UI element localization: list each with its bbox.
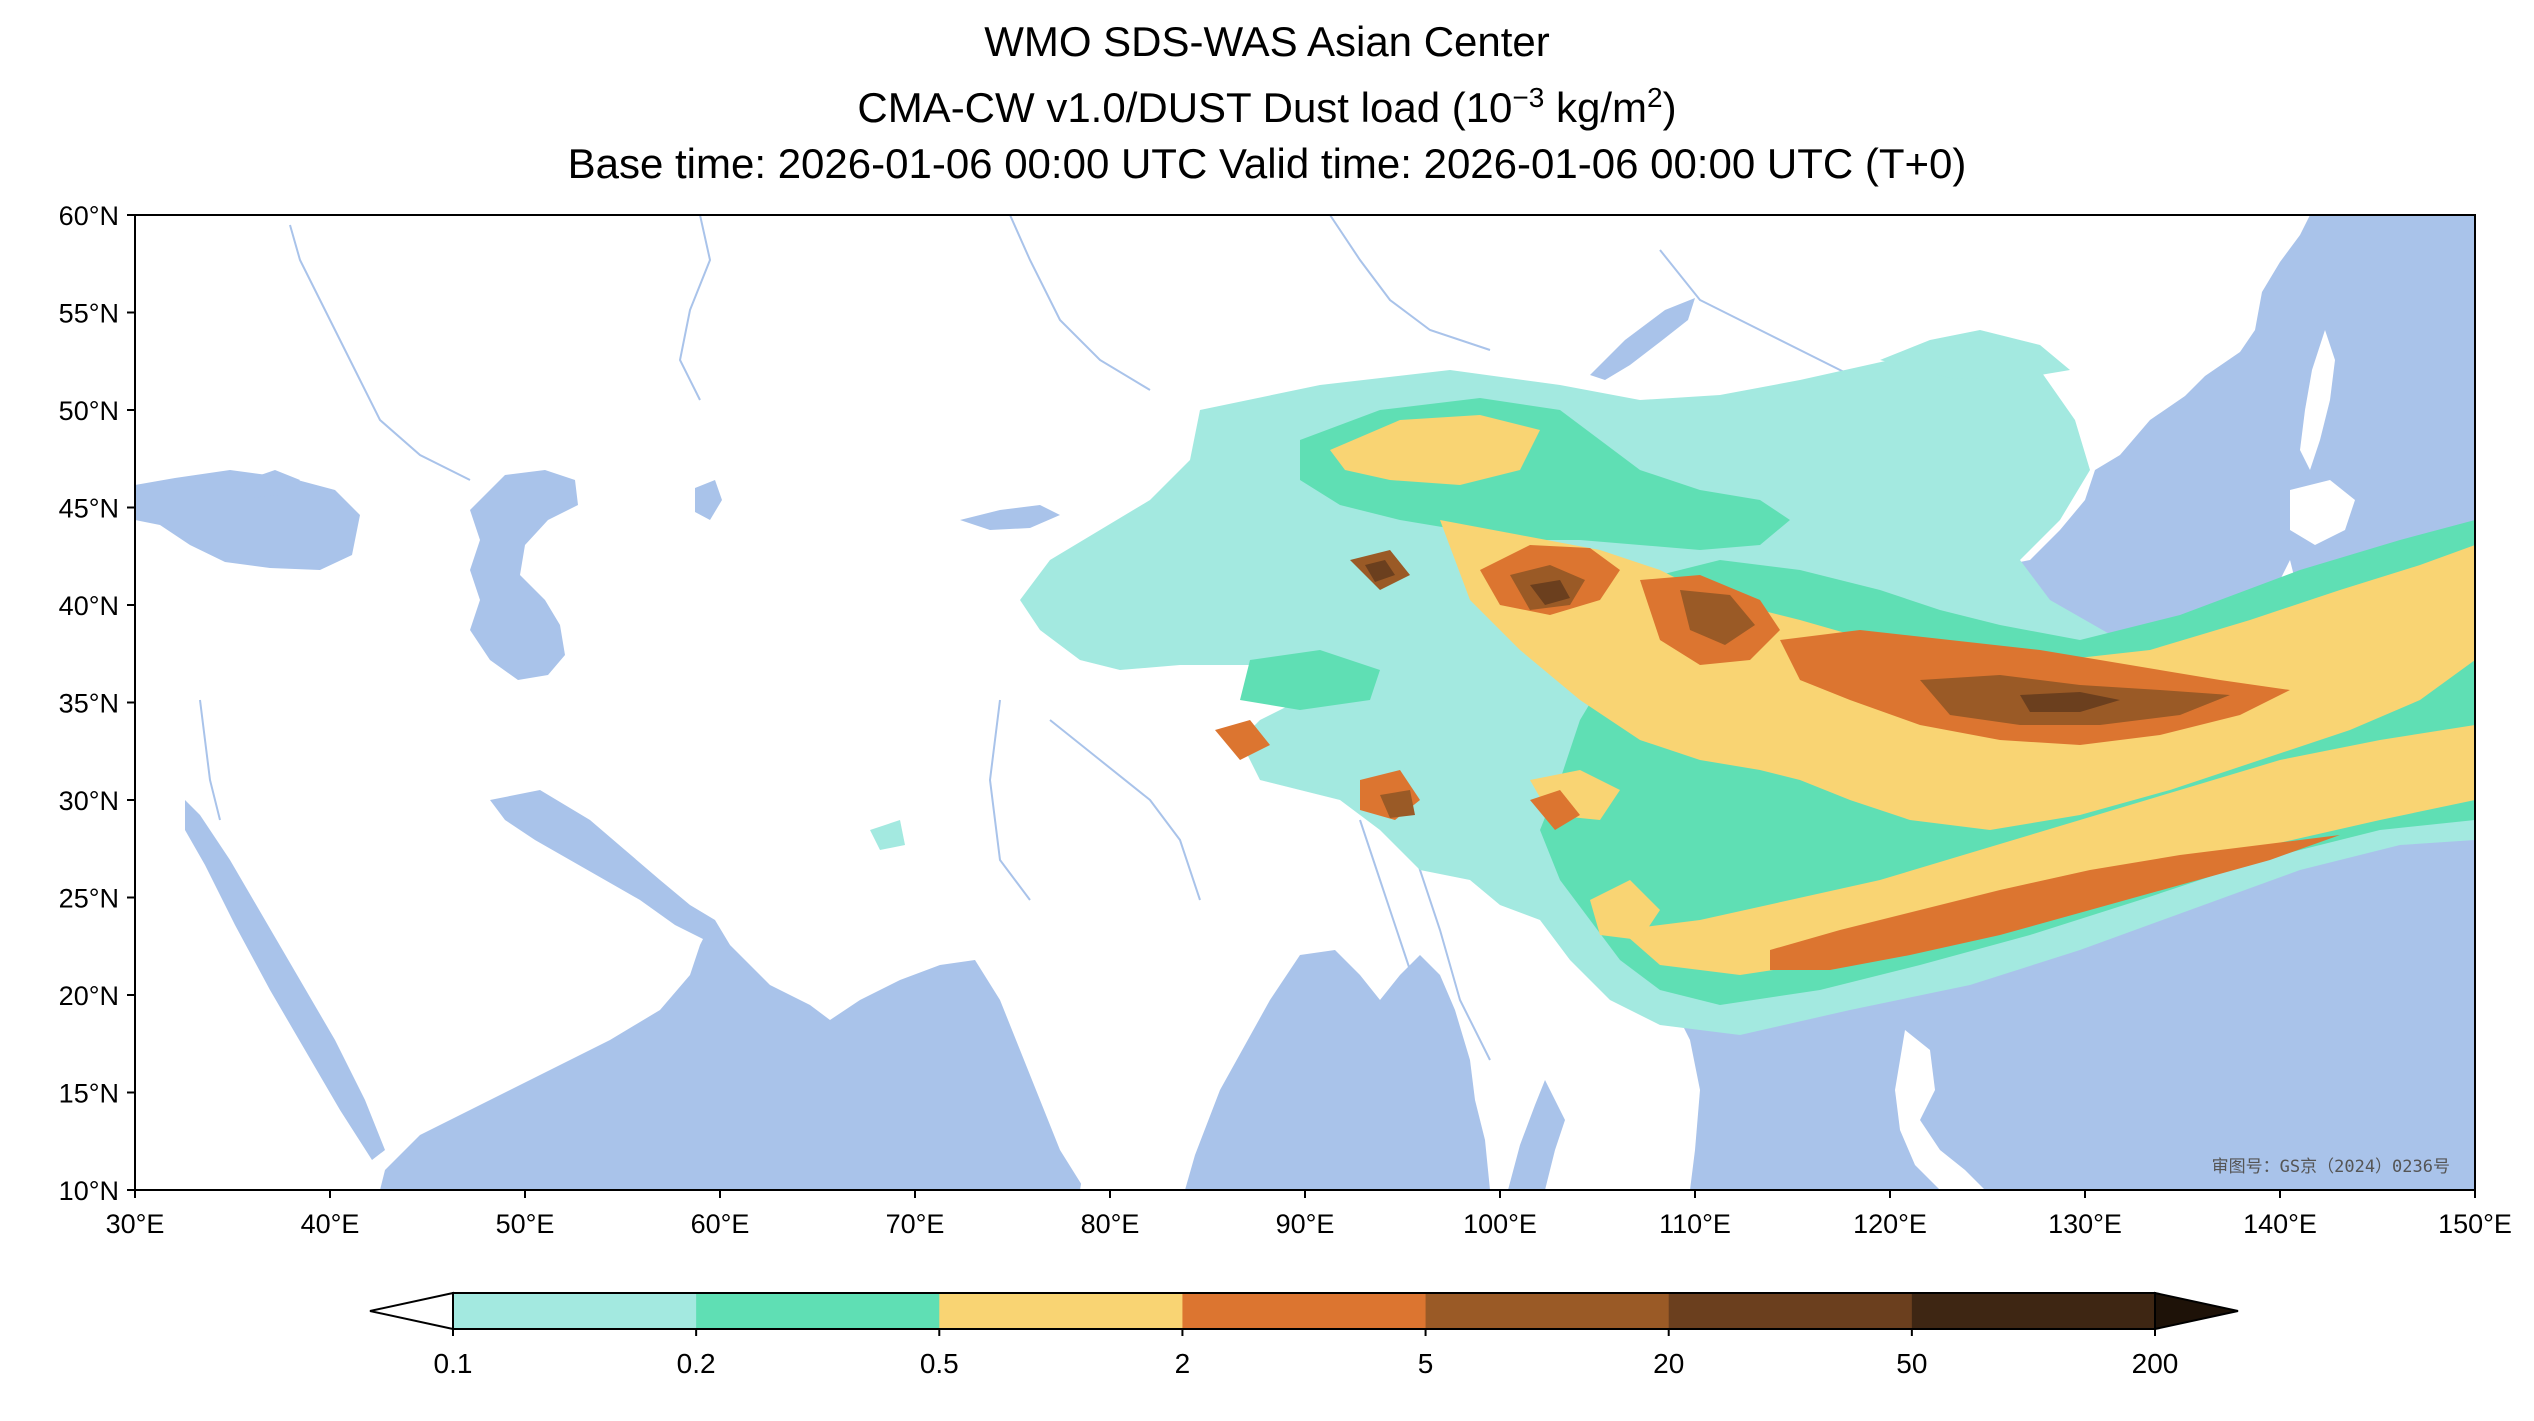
map-subtitle: CMA-CW v1.0/DUST Dust load (10−3 kg/m2) <box>0 70 2534 136</box>
approval-number: 审图号：GS京（2024）0236号 <box>2212 1157 2450 1177</box>
colorbar-label: 5 <box>1418 1348 1434 1379</box>
lat-tick-label: 30°N <box>59 786 119 816</box>
island-hokkaido <box>2290 480 2355 545</box>
island-sri-lanka <box>1080 1160 1100 1190</box>
subtitle-prefix: CMA-CW v1.0/DUST Dust load (10 <box>857 84 1513 131</box>
colorbar-segment <box>1182 1293 1427 1329</box>
colorbar-label: 0.5 <box>920 1348 959 1379</box>
colorbar-segment <box>1425 1293 1670 1329</box>
lon-tick-label: 120°E <box>1853 1209 1927 1239</box>
lon-tick-label: 150°E <box>2438 1209 2512 1239</box>
lat-tick-label: 35°N <box>59 689 119 719</box>
map-panel <box>135 215 2475 1190</box>
aral-sea <box>695 480 722 520</box>
longitude-axis: 30°E 40°E 50°E 60°E 70°E 80°E 90°E 100°E 110°E 12… <box>106 1190 2512 1239</box>
colorbar-segment <box>939 1293 1183 1329</box>
red-sea <box>185 800 385 1160</box>
colorbar-extend-min <box>369 1291 454 1331</box>
colorbar-labels: 0.1 0.2 0.5 2 5 20 50 200 <box>434 1329 2179 1379</box>
colorbar-label: 0.2 <box>677 1348 716 1379</box>
lake-balkhash <box>960 505 1060 530</box>
caspian-sea <box>470 470 578 680</box>
island-sakhalin <box>2300 330 2335 470</box>
colorbar-outline <box>452 1292 2156 1330</box>
colorbar: 0.1 0.2 0.5 2 5 20 50 200 <box>369 1291 2239 1379</box>
subtitle-unit-exponent: 2 <box>1647 82 1663 113</box>
lon-tick-label: 70°E <box>886 1209 945 1239</box>
colorbar-label: 2 <box>1175 1348 1191 1379</box>
lat-tick-label: 25°N <box>59 884 119 914</box>
lon-tick-label: 140°E <box>2243 1209 2317 1239</box>
lake-baikal <box>1590 298 1695 380</box>
colorbar-segments <box>453 1293 2156 1329</box>
lat-tick-label: 10°N <box>59 1176 119 1206</box>
subtitle-exponent: −3 <box>1512 82 1545 113</box>
colorbar-label: 200 <box>2132 1348 2179 1379</box>
colorbar-label: 0.1 <box>434 1348 473 1379</box>
lon-tick-label: 130°E <box>2048 1209 2122 1239</box>
island-philippines <box>1895 1030 1985 1190</box>
lon-tick-label: 50°E <box>496 1209 555 1239</box>
colorbar-segment <box>696 1293 940 1329</box>
colorbar-label: 50 <box>1896 1348 1927 1379</box>
dust-layer-20 <box>1365 560 2120 712</box>
lat-tick-label: 60°N <box>59 201 119 231</box>
colorbar-segment <box>1911 1293 2156 1329</box>
subtitle-unit: kg/m <box>1544 84 1648 131</box>
sea-of-azov <box>240 470 300 498</box>
map-title: WMO SDS-WAS Asian Center <box>984 18 1550 65</box>
lon-tick-label: 30°E <box>106 1209 165 1239</box>
lon-tick-label: 40°E <box>301 1209 360 1239</box>
title-block: WMO SDS-WAS Asian Center CMA-CW v1.0/DUS… <box>0 14 2534 192</box>
lon-tick-label: 60°E <box>691 1209 750 1239</box>
latitude-axis: 60°N 55°N 50°N 45°N 40°N 35°N 30°N 25°N 20°N 15°N… <box>59 201 135 1206</box>
lon-tick-label: 90°E <box>1276 1209 1335 1239</box>
lat-tick-label: 55°N <box>59 299 119 329</box>
subtitle-suffix: ) <box>1662 84 1677 131</box>
colorbar-label: 20 <box>1653 1348 1684 1379</box>
lat-tick-label: 15°N <box>59 1079 119 1109</box>
colorbar-segment <box>453 1293 697 1329</box>
colorbar-extend-max <box>2154 1291 2239 1331</box>
colorbar-segment <box>1668 1293 1913 1329</box>
lon-tick-label: 110°E <box>1659 1209 1731 1239</box>
lat-tick-label: 45°N <box>59 494 119 524</box>
map-time-info: Base time: 2026-01-06 00:00 UTC Valid ti… <box>567 140 1967 187</box>
lat-tick-label: 20°N <box>59 981 119 1011</box>
black-sea <box>135 470 360 570</box>
lat-tick-label: 40°N <box>59 591 119 621</box>
persian-gulf <box>490 790 730 945</box>
lon-tick-label: 100°E <box>1463 1209 1537 1239</box>
lat-tick-label: 50°N <box>59 396 119 426</box>
lon-tick-label: 80°E <box>1081 1209 1140 1239</box>
